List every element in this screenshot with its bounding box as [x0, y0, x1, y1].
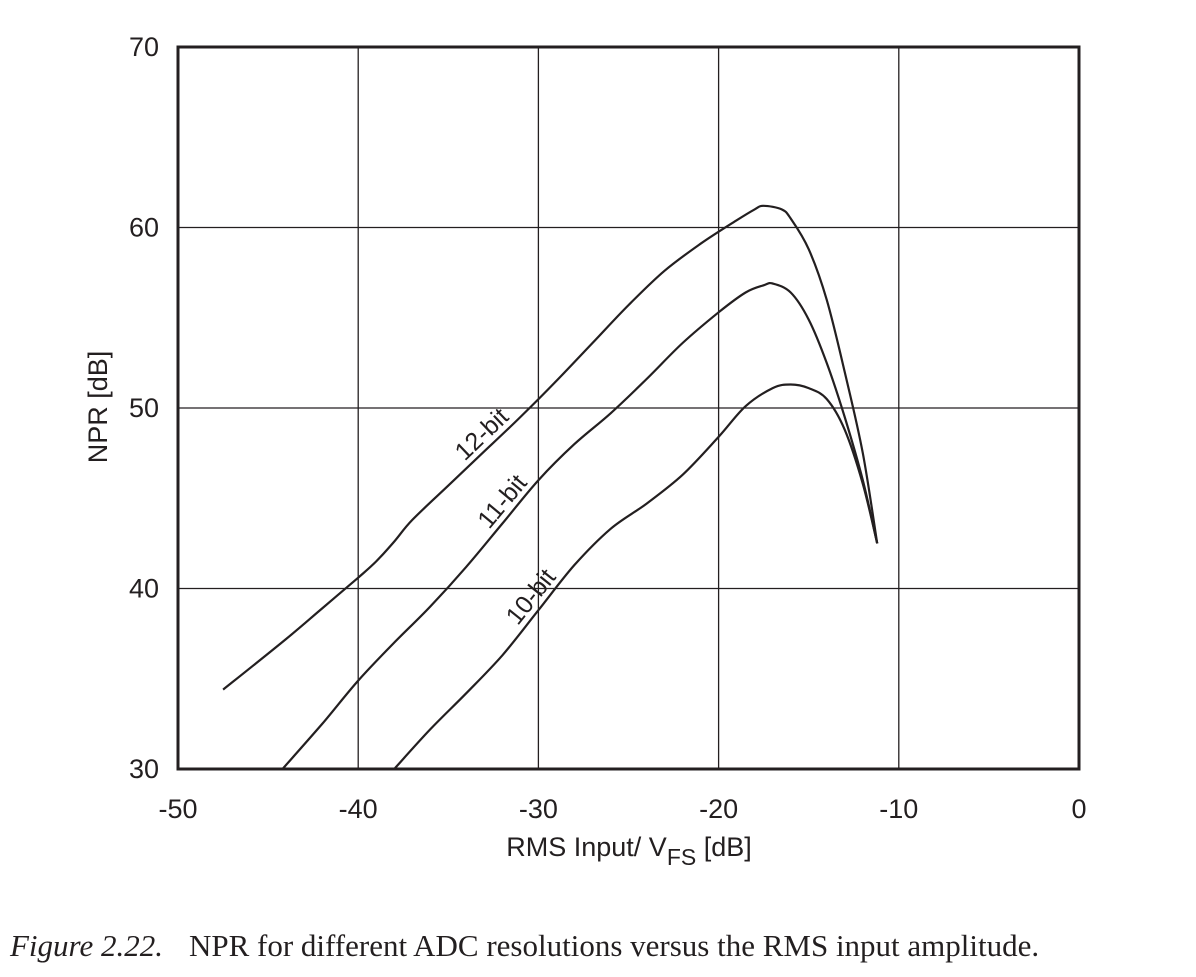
- x-axis-title: RMS Input/ VFS [dB]: [506, 832, 752, 870]
- tick-labels: -50 -40 -30 -20 -10 0 30 40 50 60 70: [129, 32, 1087, 824]
- curve-11-bit: [281, 281, 879, 770]
- x-tick-label: -20: [699, 794, 738, 824]
- npr-chart: -50 -40 -30 -20 -10 0 30 40 50 60 70 12-bit11-bit1…: [83, 32, 1087, 870]
- y-tick-label: 30: [129, 754, 159, 784]
- y-tick-label: 70: [129, 32, 159, 62]
- caption-text: NPR for different ADC resolutions versus…: [188, 928, 1040, 963]
- curve-12-bit: [222, 204, 879, 691]
- figure-number: Figure 2.22.: [10, 928, 163, 963]
- y-tick-label: 40: [129, 574, 159, 604]
- curve-10-bit: [393, 383, 879, 770]
- y-tick-label: 50: [129, 393, 159, 423]
- y-tick-label: 60: [129, 213, 159, 243]
- x-tick-label: -50: [158, 794, 197, 824]
- x-tick-label: -30: [519, 794, 558, 824]
- curve-label-12-bit: 12-bit: [450, 403, 515, 466]
- grid-lines: [178, 47, 1079, 769]
- y-axis-title: NPR [dB]: [83, 351, 113, 464]
- plot-frame: [176, 45, 1081, 771]
- x-tick-label: -40: [339, 794, 378, 824]
- x-tick-label: 0: [1071, 794, 1086, 824]
- x-tick-label: -10: [879, 794, 918, 824]
- data-curves: [222, 204, 879, 770]
- figure-caption: Figure 2.22. NPR for different ADC resolu…: [10, 928, 1196, 964]
